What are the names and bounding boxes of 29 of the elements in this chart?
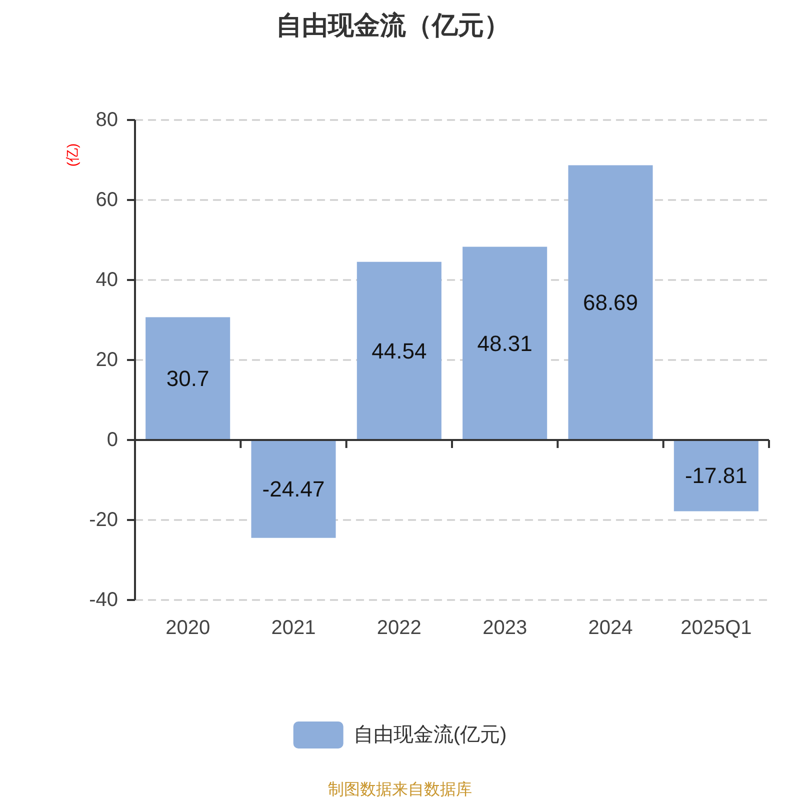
y-tick-label: 40: [96, 269, 118, 291]
y-tick-label: 0: [106, 429, 118, 451]
bar: [251, 440, 336, 538]
data-label: 48.31: [477, 330, 532, 356]
x-tick-label: 2025Q1: [680, 617, 752, 639]
y-tick-label: 20: [96, 349, 118, 371]
x-tick-label: 2020: [166, 617, 210, 639]
legend-label: 自由现金流(亿元): [353, 724, 507, 746]
y-tick-label: -20: [89, 509, 118, 531]
x-tick-label: 2024: [588, 617, 633, 639]
y-tick-label: 80: [96, 109, 118, 131]
bar: [146, 317, 230, 440]
chart-title: 自由现金流（亿元）: [276, 10, 510, 40]
y-axis-title: (亿): [64, 143, 80, 167]
text: 制图数据来自数据库: [328, 780, 472, 798]
bar: [674, 440, 758, 512]
y-tick-label: 60: [96, 189, 118, 211]
data-label: -24.47: [262, 476, 325, 502]
bar: [462, 246, 548, 440]
bar: [356, 262, 442, 440]
bar: [568, 165, 653, 440]
data-label: 68.69: [582, 290, 638, 316]
data-label: 30.7: [166, 366, 210, 392]
y-tick-label: -40: [89, 589, 118, 611]
x-tick-label: 2023: [482, 617, 528, 639]
data-label: -17.81: [684, 463, 748, 488]
data-label: 44.54: [372, 338, 427, 364]
x-tick-label: 2021: [271, 617, 316, 639]
x-tick-label: 2022: [376, 617, 422, 639]
